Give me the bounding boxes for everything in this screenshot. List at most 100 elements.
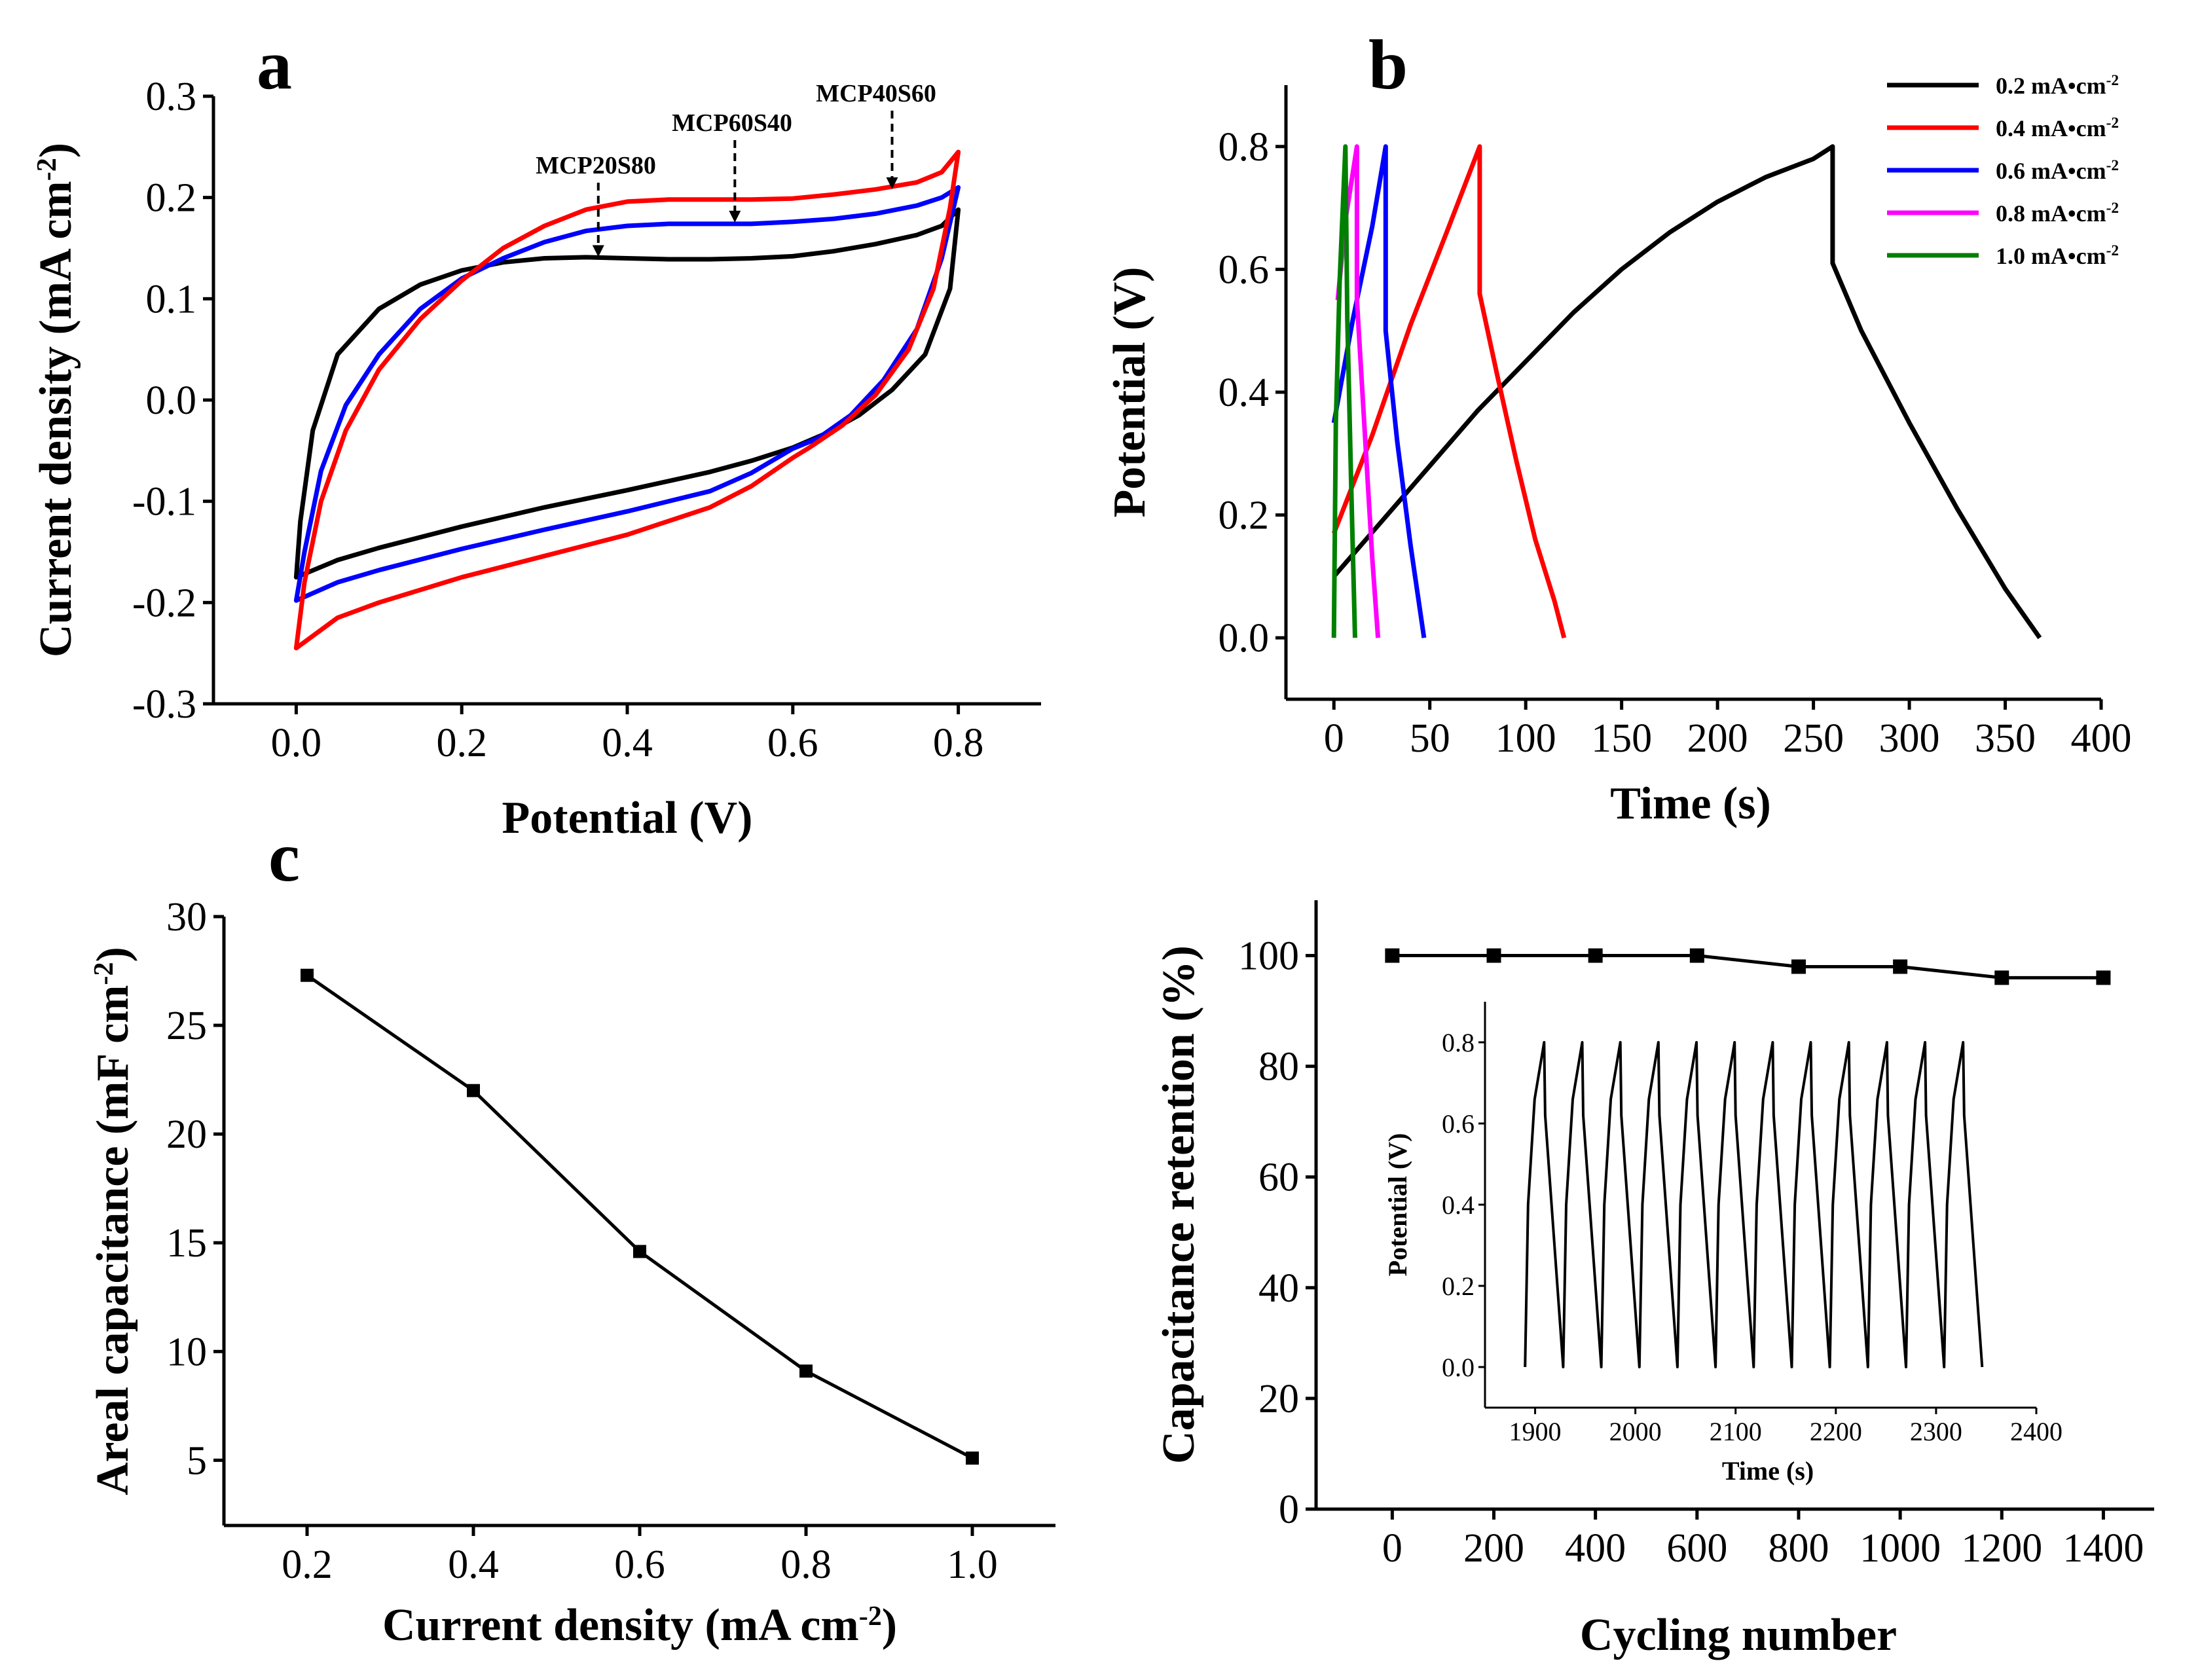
inset-x-tick-label: 2000 [1609, 1417, 1662, 1446]
y-tick-label: 30 [166, 895, 207, 940]
panel-label-a: a [257, 26, 292, 104]
x-tick-label: 0.2 [282, 1543, 333, 1587]
x-tick-label: 0 [1382, 1526, 1402, 1571]
y-tick-label: 15 [166, 1221, 207, 1266]
x-tick-label: 0.8 [780, 1543, 832, 1587]
x-tick-label: 1000 [1860, 1526, 1941, 1571]
annotation-label: MCP60S40 [672, 109, 792, 137]
legend-label: 0.6 mA•cm-2 [1996, 157, 2119, 184]
annotation-label: MCP40S60 [816, 80, 936, 107]
x-tick-label: 50 [1410, 716, 1450, 761]
y-tick-label: 60 [1258, 1156, 1299, 1200]
gcd-curve [1332, 144, 2042, 640]
data-point [1893, 959, 1908, 974]
legend-label: 0.8 mA•cm-2 [1996, 200, 2119, 227]
x-tick-label: 0 [1324, 716, 1344, 761]
y-tick-label: 25 [166, 1004, 207, 1048]
y-tick-label: 20 [1258, 1377, 1299, 1421]
arrowhead-icon [729, 210, 741, 223]
y-axis-title: Potential (V) [1105, 267, 1155, 518]
inset-gcd-curve [1524, 1041, 1984, 1368]
inset-x-tick-label: 1900 [1509, 1417, 1562, 1446]
cv-curve-MCP60S40 [293, 185, 961, 603]
cv-curve-MCP40S60 [293, 149, 961, 651]
data-point [1994, 970, 2009, 985]
inset-y-tick-label: 0.6 [1442, 1109, 1475, 1139]
inset-y-axis-title: Potential (V) [1383, 1133, 1412, 1277]
legend-label: 1.0 mA•cm-2 [1996, 242, 2119, 269]
x-tick-label: 250 [1783, 716, 1844, 761]
x-tick-label: 800 [1768, 1526, 1829, 1571]
y-tick-label: 5 [187, 1438, 207, 1483]
panel-b: 0 50 100 150 200 250 300 350 400 0.0 0.2 0.4 0.6 0.8 b… [1105, 26, 2132, 829]
x-tick-label: 400 [2071, 716, 2132, 761]
data-point [1791, 959, 1806, 974]
arrowhead-icon [886, 177, 898, 189]
legend-label: 0.2 mA•cm-2 [1996, 72, 2119, 99]
arrowhead-icon [592, 245, 604, 257]
y-tick-label: 10 [166, 1330, 207, 1374]
data-point [301, 968, 314, 982]
y-tick-label: 40 [1258, 1266, 1299, 1311]
y-tick-label: 0.6 [1219, 247, 1270, 292]
y-axis-title: Current density (mA cm-2) [31, 143, 81, 657]
inset-x-axis-title: Time (s) [1722, 1456, 1814, 1486]
x-tick-label: 0.4 [448, 1543, 499, 1587]
inset-y-tick-label: 0.2 [1442, 1271, 1475, 1301]
y-tick-label: 0.8 [1219, 125, 1270, 170]
inset-x-tick-label: 2400 [2010, 1417, 2062, 1446]
inset-x-tick-label: 2100 [1710, 1417, 1762, 1446]
y-axis-title: Capacitance retention (%) [1154, 945, 1204, 1464]
x-tick-label: 0.6 [767, 721, 818, 765]
data-point [467, 1084, 480, 1097]
panel-label-c: c [268, 818, 300, 896]
data-point [633, 1245, 646, 1258]
y-tick-label: 0.2 [1219, 494, 1270, 538]
x-tick-label: 0.4 [602, 721, 653, 765]
x-tick-label: 200 [1687, 716, 1748, 761]
y-tick-label: 0.1 [146, 277, 197, 321]
x-tick-label: 350 [1975, 716, 2036, 761]
y-tick-label: 0.3 [146, 75, 197, 119]
x-tick-label: 100 [1495, 716, 1556, 761]
x-tick-label: 0.6 [614, 1543, 665, 1587]
cv-curve-MCP20S80 [293, 207, 961, 580]
x-axis-title: Potential (V) [502, 793, 753, 843]
x-tick-label: 150 [1591, 716, 1652, 761]
data-point [2096, 970, 2111, 985]
y-tick-label: -0.3 [132, 682, 196, 727]
x-tick-label: 1.0 [947, 1543, 998, 1587]
data-point [1385, 948, 1400, 963]
inset-y-tick-label: 0.0 [1442, 1353, 1475, 1382]
annotation-label: MCP20S80 [536, 152, 656, 179]
y-tick-label: 0 [1279, 1488, 1299, 1532]
gcd-curve [1331, 144, 1567, 639]
data-point [1588, 948, 1603, 963]
y-tick-label: 0.4 [1219, 371, 1270, 415]
gcd-curve [1331, 144, 1357, 638]
x-axis-title: Time (s) [1610, 778, 1771, 829]
x-tick-label: 200 [1463, 1526, 1524, 1571]
data-point [799, 1364, 813, 1378]
data-point [966, 1452, 979, 1465]
y-tick-label: 0.2 [146, 176, 197, 221]
legend-label: 0.4 mA•cm-2 [1996, 115, 2119, 141]
inset-chart: 1900 2000 2100 2200 2300 2400 0.0 0.2 0.4 0.6 0.8 T… [1383, 1002, 2062, 1486]
y-tick-label: 80 [1258, 1045, 1299, 1089]
x-tick-label: 400 [1565, 1526, 1626, 1571]
inset-y-tick-label: 0.8 [1442, 1028, 1475, 1057]
capacitance-line [306, 974, 974, 1460]
y-axis-title: Areal capacitance (mF cm-2) [88, 947, 138, 1495]
y-tick-label: 0.0 [1219, 616, 1270, 661]
x-tick-label: 0.0 [271, 721, 322, 765]
data-point [1486, 948, 1501, 963]
y-tick-label: 20 [166, 1112, 207, 1157]
panel-label-b: b [1368, 26, 1408, 104]
inset-x-tick-label: 2300 [1910, 1417, 1962, 1446]
x-tick-label: 0.8 [933, 721, 984, 765]
panel-d: 0 200 400 600 800 1000 1200 1400 0 20 40 60 80 100 Cyc… [1154, 900, 2154, 1660]
panel-c: 0.2 0.4 0.6 0.8 1.0 5 10 15 20 25 30 c Current densi… [88, 818, 1055, 1651]
y-tick-label: -0.1 [132, 480, 196, 524]
x-tick-label: 0.2 [436, 721, 487, 765]
